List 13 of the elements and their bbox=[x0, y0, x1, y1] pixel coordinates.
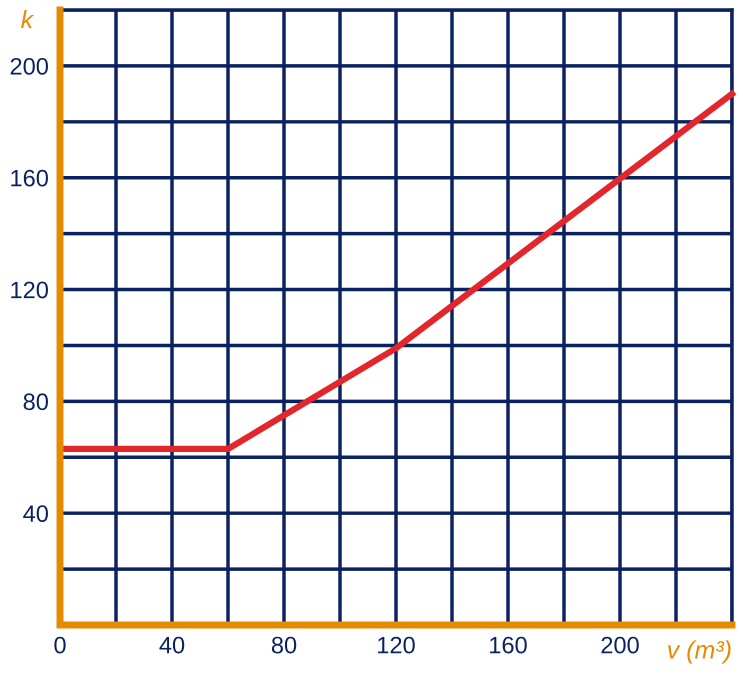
x-axis-title: v (m³) bbox=[668, 640, 731, 664]
x-tick-label: 40 bbox=[159, 636, 184, 654]
y-tick-label: 40 bbox=[23, 505, 48, 522]
y-tick-label: 200 bbox=[10, 58, 48, 75]
y-axis-title: k bbox=[21, 10, 34, 28]
y-tick-label: 80 bbox=[24, 393, 48, 410]
y-tick-label: 120 bbox=[11, 282, 48, 298]
x-tick-label: 160 bbox=[490, 636, 527, 654]
y-tick-label: 160 bbox=[11, 170, 48, 187]
x-tick-label: 200 bbox=[601, 636, 639, 654]
x-tick-label: 80 bbox=[272, 636, 296, 654]
x-tick-label: 0 bbox=[54, 636, 66, 654]
x-tick-label: 120 bbox=[378, 636, 415, 654]
